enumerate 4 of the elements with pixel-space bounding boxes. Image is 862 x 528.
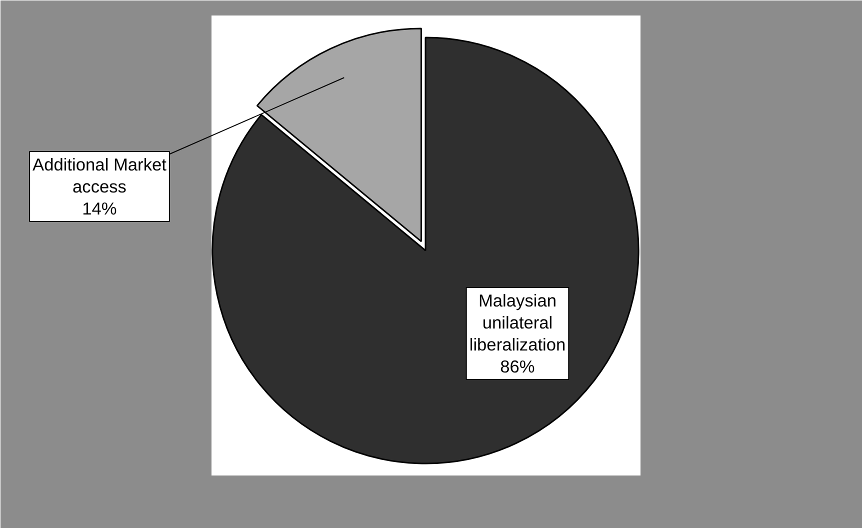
data-label: 14% [82,198,117,218]
slice-label: Malaysian unilateral liberalization [469,290,566,354]
slice-label: Additional Market access [32,154,167,196]
data-label: 86% [500,356,535,376]
